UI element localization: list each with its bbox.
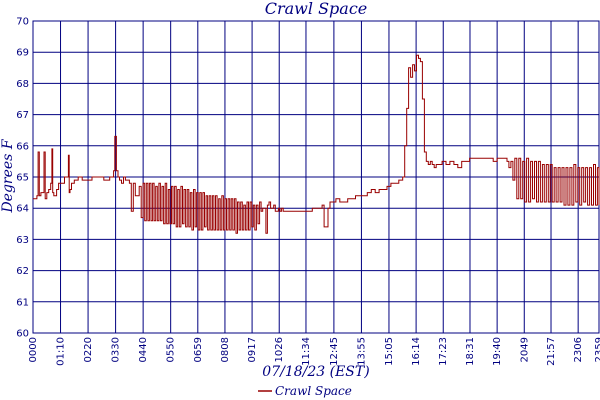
- y-tick-label: 66: [16, 141, 29, 152]
- y-tick-label: 70: [16, 17, 29, 28]
- series-layer: [33, 54, 600, 234]
- x-tick-label: 1026: [274, 337, 285, 362]
- x-tick-label: 18:31: [465, 337, 476, 366]
- x-tick-label: 13:55: [356, 337, 367, 366]
- x-tick-label: 17:23: [438, 337, 449, 366]
- x-tick-label: 2306: [573, 337, 584, 362]
- x-tick-label: 2049: [519, 337, 530, 362]
- x-tick-label: 16:14: [411, 337, 422, 366]
- x-tick-label: 11:34: [301, 337, 312, 366]
- x-tick-label: 19:40: [492, 337, 503, 366]
- y-tick-label: 62: [16, 266, 29, 277]
- chart-title: Crawl Space: [265, 0, 368, 18]
- series-line-crawl-space: [33, 54, 600, 234]
- x-tick-label: 12:45: [329, 337, 340, 366]
- x-axis-title: 07/18/23 (EST): [262, 364, 369, 380]
- y-tick-label: 67: [16, 110, 29, 121]
- y-axis-ticks: 60 61 62 63 64 65 66 67 68 69 70: [16, 17, 29, 340]
- x-tick-label: 0659: [193, 337, 204, 362]
- x-tick-label: 0220: [83, 337, 94, 362]
- x-tick-label: 0917: [247, 337, 258, 362]
- x-tick-label: 2359: [594, 337, 600, 362]
- x-tick-label: 0330: [111, 337, 122, 362]
- y-tick-label: 64: [16, 204, 29, 215]
- x-tick-label: 21:57: [546, 337, 557, 366]
- x-tick-label: 0440: [138, 337, 149, 362]
- plot-grid: [32, 20, 600, 334]
- legend-label: Crawl Space: [275, 384, 352, 398]
- y-tick-label: 69: [16, 48, 29, 59]
- x-tick-label: 0808: [220, 337, 231, 362]
- x-axis-ticks: 0000 01:10 0220 0330 0440 0550 0659 0808 0917 102…: [28, 337, 600, 366]
- y-axis-title: Degrees F: [0, 138, 16, 213]
- y-tick-label: 61: [16, 297, 29, 308]
- y-tick-label: 63: [16, 235, 29, 246]
- y-tick-label: 65: [16, 173, 29, 184]
- x-tick-label: 15:05: [384, 337, 395, 366]
- y-tick-label: 60: [16, 329, 29, 340]
- x-tick-label: 0550: [166, 337, 177, 362]
- legend: Crawl Space: [258, 384, 352, 398]
- x-tick-label: 0000: [28, 337, 39, 362]
- y-tick-label: 68: [16, 79, 29, 90]
- x-tick-label: 01:10: [56, 337, 67, 366]
